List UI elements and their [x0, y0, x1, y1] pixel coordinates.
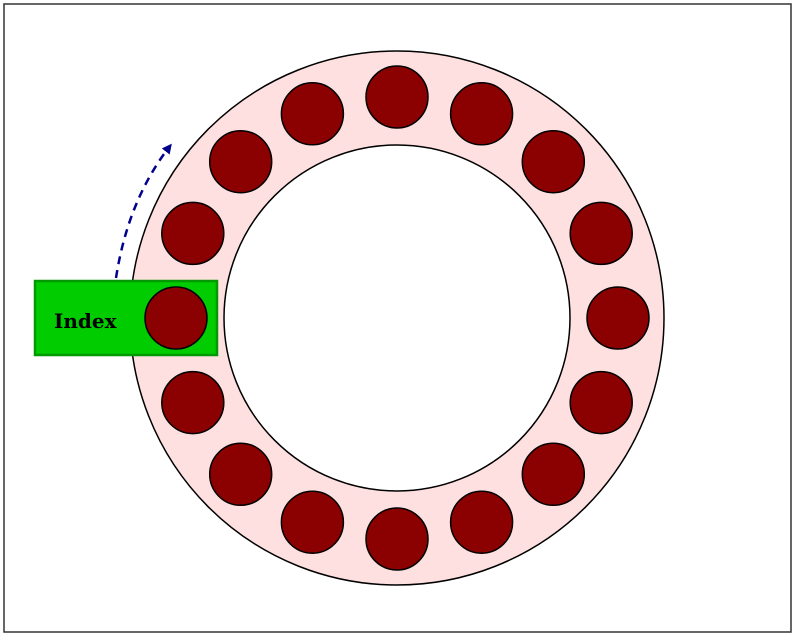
slot-group: [144, 65, 650, 571]
slot-5: [365, 507, 429, 571]
rotation-arrow: [114, 143, 172, 279]
slot-4: [280, 490, 345, 554]
slot-6: [449, 490, 514, 554]
slot-13: [365, 65, 429, 129]
slot-14: [280, 82, 345, 146]
slot-2: [161, 370, 225, 435]
inner-hub: [223, 144, 571, 492]
slot-11: [521, 129, 586, 194]
index-label: Index: [54, 309, 118, 333]
slot-9: [586, 286, 650, 350]
slot-15: [208, 129, 273, 194]
slot-7: [521, 442, 586, 507]
slot-16: [161, 201, 225, 266]
slot-10: [569, 201, 633, 266]
slot-1: [144, 286, 208, 350]
slot-8: [569, 370, 633, 435]
slot-3: [208, 442, 273, 507]
slot-12: [449, 82, 514, 146]
